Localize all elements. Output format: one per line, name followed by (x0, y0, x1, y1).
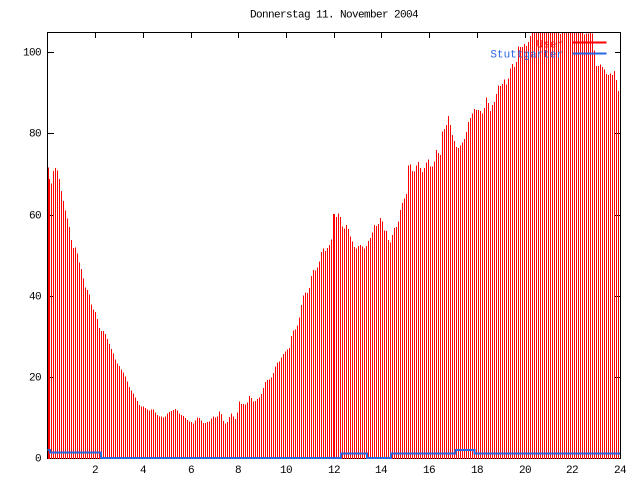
svg-text:60: 60 (29, 211, 41, 223)
svg-text:16: 16 (423, 465, 435, 477)
svg-text:Stuttgarter: Stuttgarter (490, 50, 563, 62)
svg-text:14: 14 (375, 465, 388, 477)
svg-text:100: 100 (23, 48, 41, 60)
svg-text:22: 22 (566, 465, 578, 477)
svg-text:40: 40 (29, 292, 41, 304)
svg-text:2: 2 (92, 465, 98, 477)
svg-text:24: 24 (614, 465, 627, 477)
svg-text:6: 6 (188, 465, 194, 477)
svg-text:18: 18 (471, 465, 483, 477)
svg-text:20: 20 (519, 465, 531, 477)
svg-text:4: 4 (140, 465, 147, 477)
svg-text:0: 0 (35, 454, 41, 466)
svg-text:12: 12 (328, 465, 340, 477)
svg-text:20: 20 (29, 373, 41, 385)
svg-text:Donnerstag 11. November 2004: Donnerstag 11. November 2004 (250, 10, 419, 22)
svg-text:10: 10 (280, 465, 292, 477)
svg-text:User: User (537, 40, 563, 52)
svg-text:80: 80 (29, 129, 41, 141)
svg-text:8: 8 (235, 465, 241, 477)
